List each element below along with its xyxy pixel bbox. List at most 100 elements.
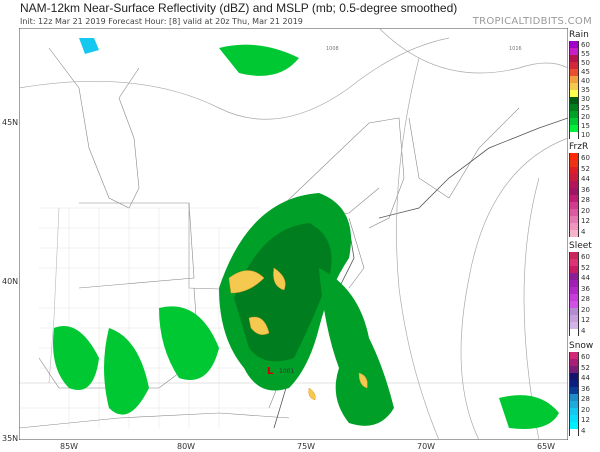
legend-swatch xyxy=(569,174,579,181)
legend-value: 60 xyxy=(581,253,590,262)
legend-value: 45 xyxy=(581,68,590,77)
legend-swatch xyxy=(569,329,579,336)
lat-label: 40N xyxy=(2,277,19,286)
reflectivity-map: L 1001 1008 1016 xyxy=(19,28,568,440)
legend-swatch xyxy=(569,90,579,97)
legend-swatch xyxy=(569,429,579,436)
lat-label: 35N xyxy=(2,434,19,443)
legend-swatch xyxy=(569,118,579,125)
legend-swatch xyxy=(569,230,579,237)
legend-value: 28 xyxy=(581,395,590,404)
legend-value: 20 xyxy=(581,305,590,314)
legend-swatch xyxy=(569,273,579,280)
legend-swatch xyxy=(569,352,579,359)
precip-green xyxy=(53,38,559,429)
legend-swatch xyxy=(569,315,579,322)
legend-value: 20 xyxy=(581,405,590,414)
legend-swatch xyxy=(569,322,579,329)
legend-swatch xyxy=(569,195,579,202)
legend-swatch xyxy=(569,153,579,160)
legend-swatch xyxy=(569,216,579,223)
legend-value: 60 xyxy=(581,353,590,362)
legend-swatch xyxy=(569,181,579,188)
legend-value: 60 xyxy=(581,154,590,163)
legend-swatch xyxy=(569,55,579,62)
legend-swatch xyxy=(569,380,579,387)
lat-label: 45N xyxy=(2,118,19,127)
legend-title: Rain xyxy=(569,30,589,40)
legend-swatch xyxy=(569,259,579,266)
legend-sleet: Sleet 60 52 44 36 28 20 12 4 xyxy=(569,241,600,336)
legend-swatch xyxy=(569,209,579,216)
precip-yellow xyxy=(228,267,368,401)
legend-value: 60 xyxy=(581,41,590,50)
legend-value: 44 xyxy=(581,274,590,283)
legend-swatch xyxy=(569,76,579,83)
map-title: NAM-12km Near-Surface Reflectivity (dBZ)… xyxy=(20,1,458,15)
legend-swatch xyxy=(569,83,579,90)
legend-swatch xyxy=(569,287,579,294)
legend-value: 36 xyxy=(581,384,590,393)
legend-swatch xyxy=(569,301,579,308)
legend-swatch xyxy=(569,394,579,401)
legend-swatch xyxy=(569,97,579,104)
legend-title: Snow xyxy=(569,341,594,351)
legend-value: 50 xyxy=(581,59,590,68)
legend-swatch xyxy=(569,373,579,380)
legend-value: 12 xyxy=(581,217,590,226)
legend-value: 40 xyxy=(581,77,590,86)
legend-swatch xyxy=(569,366,579,373)
lon-label: 85W xyxy=(60,442,79,451)
legend-swatch xyxy=(569,223,579,230)
legend-swatch xyxy=(569,69,579,76)
legend-value: 36 xyxy=(581,185,590,194)
isobar-label: 1008 xyxy=(326,46,339,52)
legend-value: 10 xyxy=(581,130,590,139)
legend-value: 35 xyxy=(581,86,590,94)
legend-rain: Rain 60 55 50 45 40 35 30 25 20 15 10 xyxy=(569,30,600,139)
isobar-label: 1016 xyxy=(509,46,522,52)
legend-value: 30 xyxy=(581,94,590,103)
lon-label: 65W xyxy=(537,442,556,451)
legend-value: 52 xyxy=(581,363,590,372)
watermark: TROPICALTIDBITS.COM xyxy=(472,16,592,27)
legend-swatch xyxy=(569,125,579,132)
legend-swatch xyxy=(569,41,579,48)
legend-value: 15 xyxy=(581,121,590,130)
legend-value: 4 xyxy=(581,326,586,335)
legend-swatch xyxy=(569,188,579,195)
legend-swatch xyxy=(569,387,579,394)
legend-swatch xyxy=(569,202,579,209)
legend-swatch xyxy=(569,359,579,366)
legend-swatch xyxy=(569,308,579,315)
legend-value: 20 xyxy=(581,112,590,121)
map-subtitle: Init: 12z Mar 21 2019 Forecast Hour: [8]… xyxy=(20,17,303,26)
legend-value: 12 xyxy=(581,316,590,325)
legend-value: 52 xyxy=(581,263,590,272)
legend-value: 44 xyxy=(581,175,590,184)
legend-value: 4 xyxy=(581,227,586,236)
legend-swatch xyxy=(569,132,579,139)
low-marker: L xyxy=(267,366,274,377)
legend-swatch xyxy=(569,415,579,422)
legend-value: 55 xyxy=(581,50,590,59)
legend-value: 12 xyxy=(581,416,590,425)
legend-swatch xyxy=(569,48,579,55)
legend-value: 25 xyxy=(581,103,590,112)
legend-value: 4 xyxy=(581,426,586,435)
lon-label: 70W xyxy=(417,442,436,451)
legend-snow: Snow 60 52 44 36 28 20 12 4 xyxy=(569,341,600,436)
lon-label: 80W xyxy=(177,442,196,451)
legend-value: 36 xyxy=(581,284,590,293)
legend-value: 28 xyxy=(581,196,590,205)
legend-value: 28 xyxy=(581,295,590,304)
legend-swatch xyxy=(569,408,579,415)
lon-label: 75W xyxy=(297,442,316,451)
legend-swatch xyxy=(569,401,579,408)
legend-swatch xyxy=(569,294,579,301)
legend-value: 44 xyxy=(581,374,590,383)
legend-value: 20 xyxy=(581,206,590,215)
legend-freezing-rain: FrzR 60 52 44 36 28 20 12 4 xyxy=(569,142,600,237)
legend-swatch xyxy=(569,422,579,429)
legend-swatch xyxy=(569,111,579,118)
